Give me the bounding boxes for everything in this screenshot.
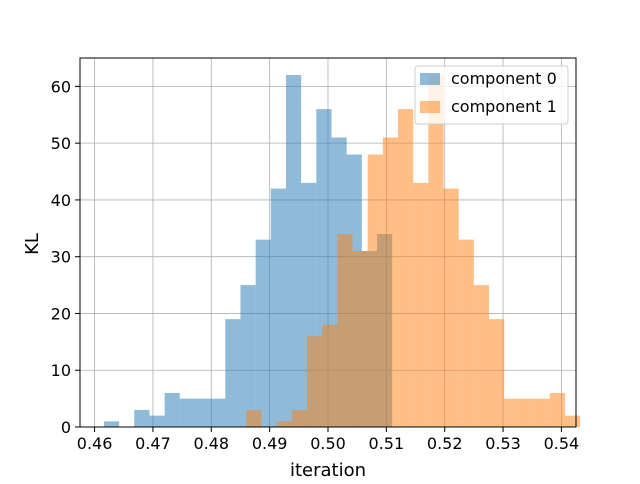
bars-layer <box>103 75 581 428</box>
x-tick-label: 0.49 <box>252 434 288 453</box>
x-tick-label: 0.47 <box>135 434 171 453</box>
x-tick-label: 0.53 <box>485 434 521 453</box>
legend-frame <box>414 65 569 125</box>
y-tick-label: 50 <box>51 134 71 153</box>
histogram-bar-component-0 <box>270 188 286 427</box>
histogram-bar-component-1 <box>337 233 353 427</box>
x-tick-label: 0.51 <box>369 434 405 453</box>
histogram-bar-component-1 <box>246 409 262 427</box>
histogram-bar-component-0 <box>194 398 211 427</box>
histogram-bar-component-0 <box>103 421 120 427</box>
histogram-bar-component-1 <box>504 398 520 427</box>
histogram-bar-component-1 <box>519 398 535 427</box>
histogram-bar-component-1 <box>322 324 338 427</box>
histogram-bar-component-1 <box>534 398 550 427</box>
histogram-bar-component-1 <box>398 109 414 427</box>
histogram-bar-component-1 <box>382 137 399 427</box>
histogram-bar-component-0 <box>255 239 271 427</box>
histogram-bar-component-0 <box>225 319 241 427</box>
y-tick-label: 30 <box>51 248 71 267</box>
x-tick-label: 0.50 <box>310 434 346 453</box>
histogram-bar-component-0 <box>179 398 195 427</box>
x-tick-label: 0.54 <box>544 434 580 453</box>
histogram-bar-component-0 <box>164 392 180 427</box>
y-axis-label: KL <box>22 233 43 255</box>
histogram-bar-component-1 <box>564 415 581 427</box>
histogram-bar-component-1 <box>458 239 474 427</box>
x-tick-label: 0.46 <box>77 434 113 453</box>
legend: component 0 component 1 <box>414 65 569 125</box>
y-tick-label: 10 <box>51 361 71 380</box>
histogram-bar-component-1 <box>276 421 292 427</box>
y-tick-label: 0 <box>61 418 71 437</box>
histogram-bar-component-1 <box>306 336 323 427</box>
histogram-bar-component-1 <box>549 392 565 427</box>
ticks-layer: 0.46 0.47 0.48 0.49 0.50 0.51 0.52 0.53 0.54 0 10 2… <box>51 77 580 453</box>
histogram-bar-component-1 <box>489 319 505 427</box>
x-tick-label: 0.48 <box>193 434 229 453</box>
legend-swatch-component-0 <box>420 73 440 85</box>
legend-swatch-component-1 <box>420 101 440 113</box>
histogram-bar-component-1 <box>443 188 459 427</box>
histogram-bar-component-1 <box>367 154 383 427</box>
x-axis-label: iteration <box>290 460 366 480</box>
histogram-bar-component-1 <box>413 182 429 427</box>
y-tick-label: 60 <box>51 77 71 96</box>
histogram-bar-component-0 <box>149 415 165 427</box>
histogram-bar-component-1 <box>473 285 490 427</box>
y-tick-label: 20 <box>51 304 71 323</box>
histogram-bar-component-1 <box>428 75 444 428</box>
histogram-bar-component-0 <box>285 75 302 428</box>
legend-label-component-0: component 0 <box>451 69 557 88</box>
histogram-bar-component-1 <box>352 251 368 427</box>
histogram-bar-component-0 <box>210 398 226 427</box>
histogram-bar-component-1 <box>291 409 307 427</box>
histogram-bar-component-0 <box>134 409 150 427</box>
legend-label-component-1: component 1 <box>451 97 557 116</box>
histogram-bar-component-0 <box>240 285 256 427</box>
x-tick-label: 0.52 <box>427 434 463 453</box>
y-tick-label: 40 <box>51 191 71 210</box>
